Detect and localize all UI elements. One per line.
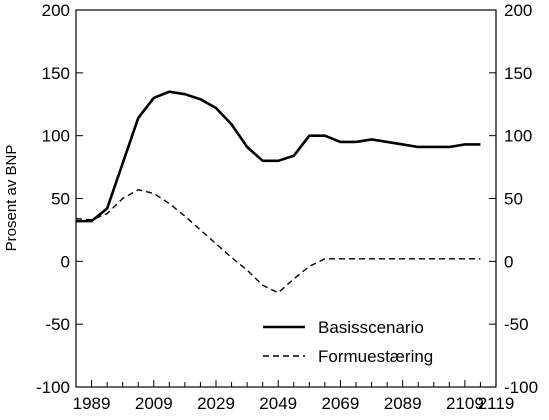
y-left-tick-label: 100 — [42, 127, 70, 146]
x-tick-label: 2049 — [259, 394, 297, 413]
y-axis-right-ticks: -100 -50 0 50 100 150 200 — [489, 1, 538, 397]
series-layer — [75, 90, 481, 294]
y-left-tick-label: 150 — [42, 64, 70, 83]
legend-label-basisscenario: Basisscenario — [318, 318, 424, 337]
x-tick-label: 2029 — [197, 394, 235, 413]
series-line-basisscenario — [76, 90, 481, 223]
y-axis-title: Prosent av BNP — [3, 145, 20, 252]
plot-frame — [75, 9, 497, 388]
y-left-tick-label: -100 — [36, 378, 70, 397]
x-tick-label: 1989 — [73, 394, 111, 413]
y-left-tick-label: 200 — [42, 1, 70, 20]
series-line-formuestaering — [75, 189, 481, 294]
y-right-tick-label: -100 — [504, 378, 538, 397]
y-right-tick-label: 50 — [504, 190, 523, 209]
x-tick-label: 2109 — [446, 394, 484, 413]
x-tick-label: 2089 — [384, 394, 422, 413]
y-right-tick-label: 200 — [504, 1, 532, 20]
y-right-tick-label: 0 — [504, 252, 513, 271]
y-right-tick-label: 150 — [504, 64, 532, 83]
legend-label-formuestaering: Formuestæring — [318, 347, 433, 366]
y-left-tick-label: 0 — [61, 252, 70, 271]
y-left-tick-label: -50 — [45, 315, 70, 334]
y-right-tick-label: 100 — [504, 127, 532, 146]
legend: Basisscenario Formuestæring — [263, 318, 433, 366]
x-tick-label: 2119 — [478, 394, 515, 413]
y-left-tick-label: 50 — [51, 190, 70, 209]
x-tick-label: 2069 — [322, 394, 360, 413]
x-tick-label: 2009 — [135, 394, 173, 413]
y-axis-left-ticks: -100 -50 0 50 100 150 200 — [36, 1, 83, 397]
y-right-tick-label: -50 — [504, 315, 529, 334]
